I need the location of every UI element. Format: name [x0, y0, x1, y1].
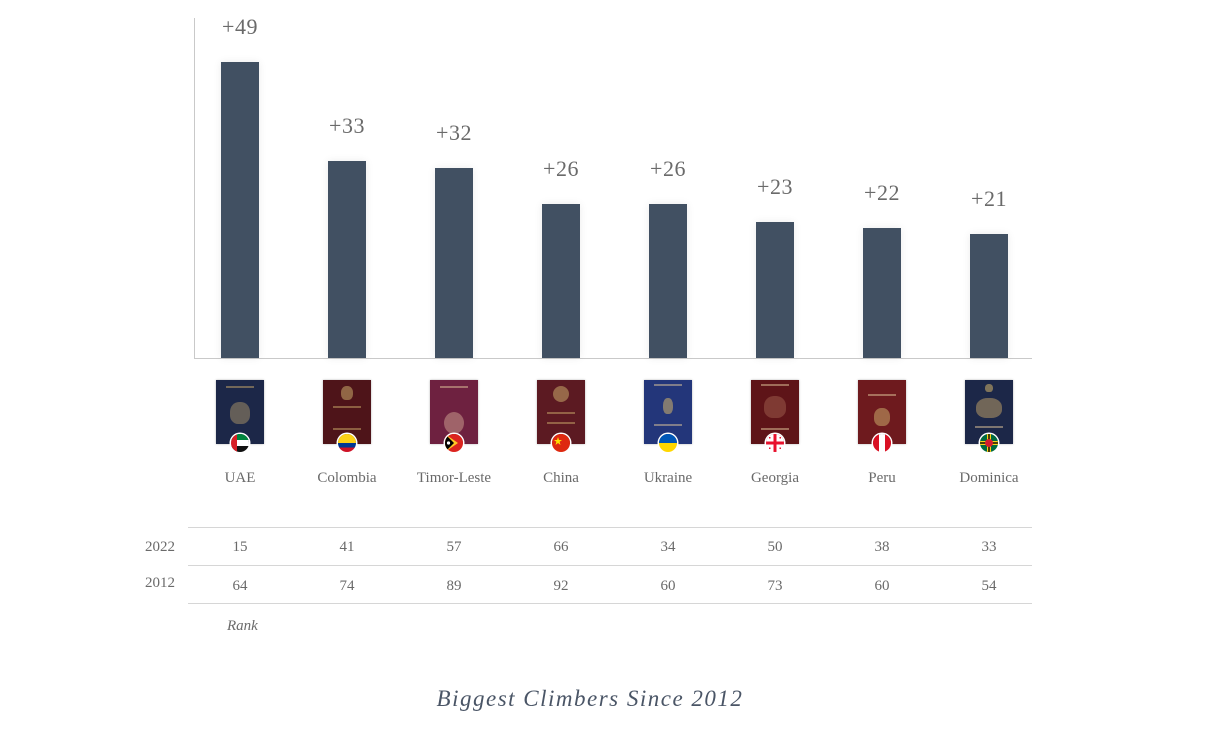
bar-value-label: +23 — [757, 174, 793, 199]
y-axis-line — [194, 18, 195, 359]
x-axis-line — [194, 358, 1032, 359]
country-label: Georgia — [750, 470, 800, 486]
passport-colombia-icon — [323, 380, 371, 444]
bar-value-label: +32 — [436, 120, 472, 145]
bar-value-label: +33 — [329, 113, 365, 138]
flag-china-icon — [552, 434, 570, 452]
table-cell: 60 — [874, 578, 890, 594]
flag-ukraine-icon — [659, 434, 677, 452]
passport-timor-leste-icon — [430, 380, 478, 444]
table-cell: 73 — [767, 578, 783, 594]
bar — [221, 62, 259, 358]
country-label: Ukraine — [643, 470, 693, 486]
table-cell: 60 — [660, 578, 676, 594]
passport-peru-icon — [858, 380, 906, 444]
country-label: Dominica — [959, 470, 1019, 486]
table-divider — [188, 527, 1032, 528]
bar — [435, 168, 473, 358]
flag-peru-icon — [873, 434, 891, 452]
country-label: China — [543, 470, 579, 486]
passport-china-icon — [537, 380, 585, 444]
bar — [756, 222, 794, 358]
rank-label: Rank — [227, 618, 258, 634]
passport-georgia-icon — [751, 380, 799, 444]
bar — [328, 161, 366, 358]
country-label: Timor-Leste — [416, 470, 492, 486]
bar-value-label: +21 — [971, 186, 1007, 211]
table-cell: 38 — [874, 539, 890, 555]
passport-uae-icon — [216, 380, 264, 444]
bar — [970, 234, 1008, 358]
flag-uae-icon — [231, 434, 249, 452]
table-cell: 74 — [339, 578, 355, 594]
country-label: Peru — [868, 470, 896, 486]
flag-timor-leste-icon — [445, 434, 463, 452]
table-cell: 92 — [553, 578, 569, 594]
chart-title: Biggest Climbers Since 2012 — [436, 686, 744, 711]
table-divider — [188, 565, 1032, 566]
table-cell: 33 — [981, 539, 997, 555]
row-label-2012: 2012 — [145, 575, 175, 591]
bar-value-label: +26 — [650, 156, 686, 181]
table-cell: 64 — [232, 578, 248, 594]
flag-dominica-icon — [980, 434, 998, 452]
table-cell: 54 — [981, 578, 997, 594]
table-cell: 15 — [232, 539, 248, 555]
bar — [649, 204, 687, 358]
table-cell: 57 — [446, 539, 462, 555]
bar — [863, 228, 901, 358]
table-cell: 66 — [553, 539, 569, 555]
table-divider — [188, 603, 1032, 604]
country-label: Colombia — [317, 470, 377, 486]
table-cell: 89 — [446, 578, 462, 594]
row-label-2022: 2022 — [145, 539, 175, 555]
passport-dominica-icon — [965, 380, 1013, 444]
country-label: UAE — [224, 470, 256, 486]
table-cell: 41 — [339, 539, 355, 555]
bar-value-label: +49 — [222, 14, 258, 39]
passport-ukraine-icon — [644, 380, 692, 444]
bar-value-label: +26 — [543, 156, 579, 181]
bar — [542, 204, 580, 358]
flag-georgia-icon — [766, 434, 784, 452]
table-cell: 34 — [660, 539, 676, 555]
bar-value-label: +22 — [864, 180, 900, 205]
flag-colombia-icon — [338, 434, 356, 452]
table-cell: 50 — [767, 539, 783, 555]
